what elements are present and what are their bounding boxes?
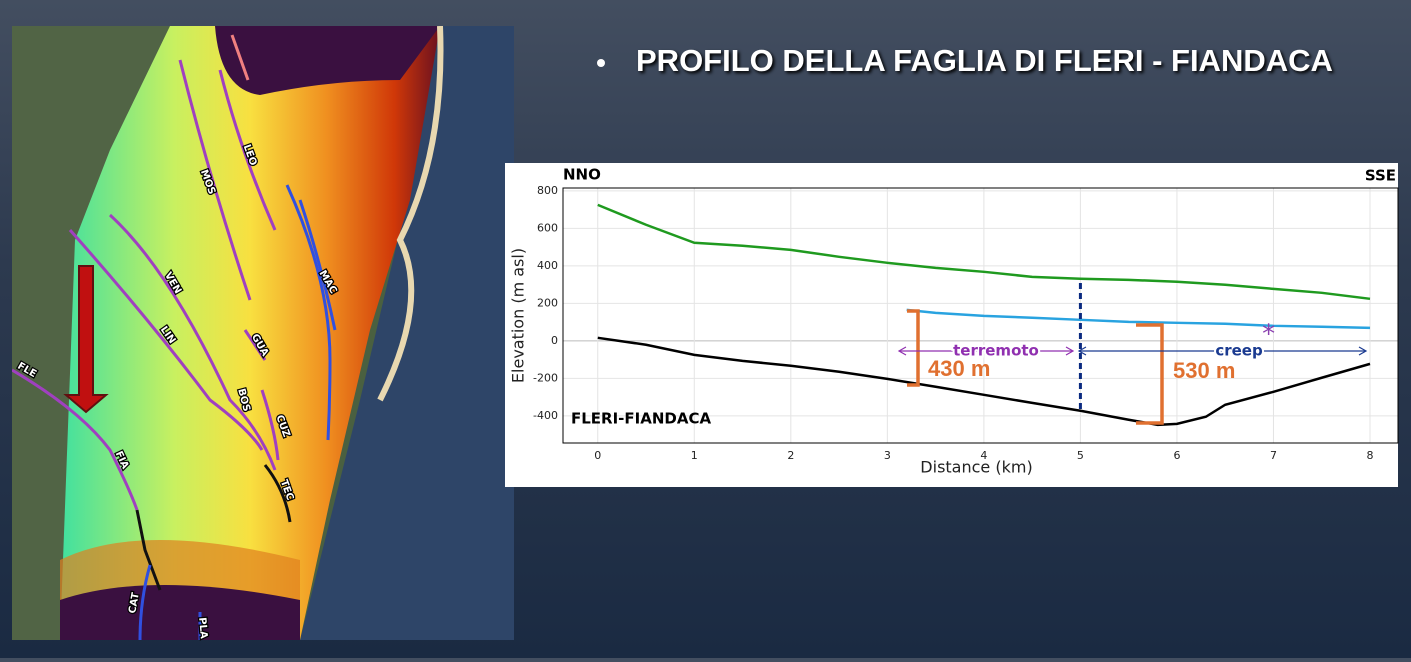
annotation: FLERI-FIANDACA: [571, 410, 711, 428]
annotation: 530 m: [1173, 358, 1235, 383]
fault-label: PLA: [196, 617, 209, 640]
bracket: [1136, 323, 1164, 425]
arrow-head: [897, 346, 1075, 356]
x-tick-label: 2: [787, 449, 794, 462]
x-axis-label: Distance (km): [920, 458, 1032, 477]
y-tick-label: 600: [537, 221, 558, 234]
x-tick-label: 0: [594, 449, 601, 462]
annotation: terremoto: [953, 342, 1039, 360]
x-tick-label: 5: [1077, 449, 1084, 462]
x-tick-label: 4: [980, 449, 987, 462]
fault-label: CAT: [127, 592, 142, 615]
series-line: [597, 336, 1371, 427]
annotation: NNO: [563, 166, 601, 184]
y-axis-label: Elevation (m asl): [509, 248, 528, 383]
map: [12, 26, 514, 640]
y-tick-label: 0: [551, 334, 558, 347]
annotation: creep: [1215, 342, 1263, 360]
y-tick-label: 800: [537, 184, 558, 197]
y-tick-label: -200: [533, 371, 558, 384]
title-bullet: PROFILO DELLA FAGLIA DI FLERI - FIANDACA: [597, 43, 1333, 78]
annotation: SSE: [1365, 167, 1396, 185]
x-tick-label: 6: [1173, 449, 1180, 462]
series-line: [906, 308, 1371, 330]
y-tick-label: 200: [537, 296, 558, 309]
x-tick-label: 3: [884, 449, 891, 462]
bracket: [907, 309, 920, 387]
x-tick-label: 7: [1270, 449, 1277, 462]
x-tick-label: 8: [1367, 449, 1374, 462]
y-tick-label: -400: [533, 409, 558, 422]
series-line: [597, 203, 1371, 301]
y-tick-label: 400: [537, 259, 558, 272]
x-tick-label: 1: [691, 449, 698, 462]
plot-frame: [562, 187, 1399, 444]
slide-title: PROFILO DELLA FAGLIA DI FLERI - FIANDACA: [636, 43, 1333, 78]
annotation: 430 m: [928, 356, 990, 381]
star-marker: *: [1262, 319, 1275, 349]
arrow-head: [1077, 346, 1368, 356]
